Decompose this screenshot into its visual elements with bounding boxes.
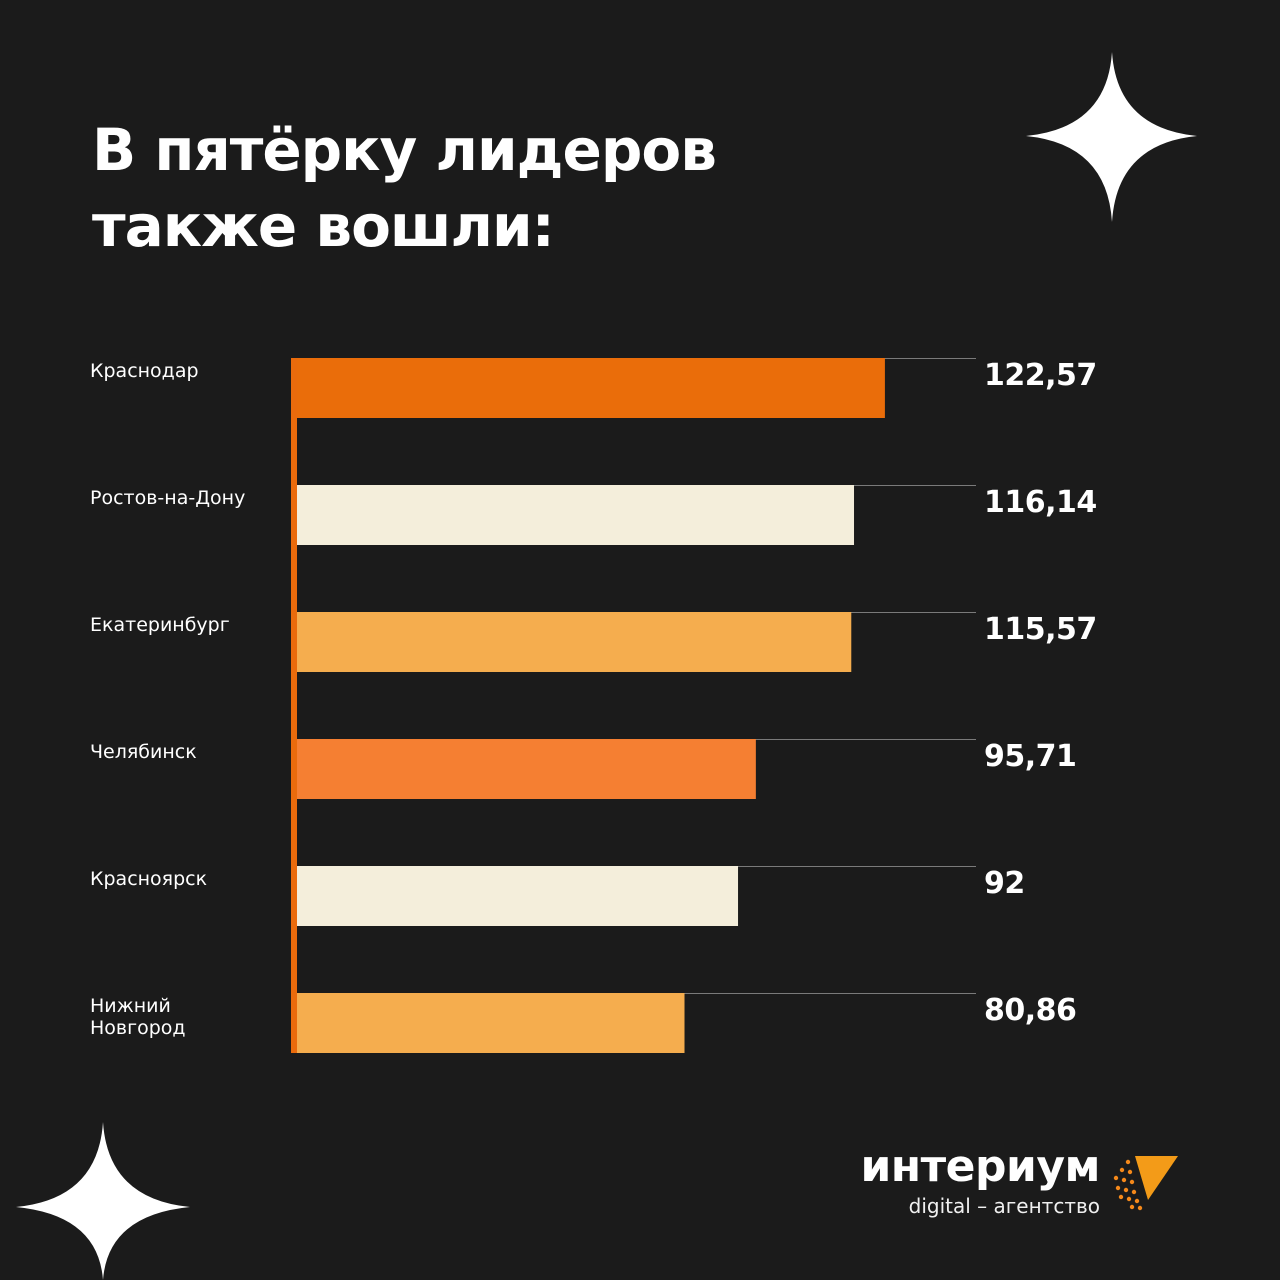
bar-6 <box>296 993 685 1053</box>
category-label-line: Краснодар <box>90 360 199 382</box>
category-label-line: Челябинск <box>90 741 197 763</box>
category-label: Ростов-на-Дону <box>90 487 245 509</box>
chart-title: В пятёрку лидеров также вошли: <box>92 112 717 264</box>
value-label: 80,86 <box>984 993 1076 1028</box>
bar-1 <box>296 358 885 418</box>
bar-5 <box>296 866 739 926</box>
bar-2 <box>296 485 855 545</box>
sparkle-bottom-left-icon <box>16 1122 190 1280</box>
bar-3 <box>296 612 852 672</box>
title-line-2: также вошли: <box>92 192 555 260</box>
category-label: Красноярск <box>90 868 207 890</box>
category-label: Нижний Новгород <box>90 995 186 1039</box>
category-label-line: Нижний <box>90 995 171 1017</box>
axis-baseline <box>291 358 297 1053</box>
brand-name: интериум <box>860 1141 1100 1192</box>
category-label: Краснодар <box>90 360 199 382</box>
value-label: 115,57 <box>984 612 1097 647</box>
category-label-line: Екатеринбург <box>90 614 230 636</box>
value-label: 92 <box>984 866 1025 901</box>
title-line-1: В пятёрку лидеров <box>92 116 717 184</box>
bar-4 <box>296 739 756 799</box>
category-label-line: Красноярск <box>90 868 207 890</box>
category-label-line: Ростов-на-Дону <box>90 487 245 509</box>
value-label: 122,57 <box>984 358 1097 393</box>
value-label: 95,71 <box>984 739 1076 774</box>
category-label: Челябинск <box>90 741 197 763</box>
category-label-line: Новгород <box>90 1017 186 1039</box>
value-label: 116,14 <box>984 485 1097 520</box>
brand-block: интериум digital – агентство <box>860 1141 1100 1219</box>
triangle-dots-logo-icon <box>1113 1156 1178 1211</box>
category-label: Екатеринбург <box>90 614 230 636</box>
sparkle-top-right-icon <box>1026 52 1197 222</box>
brand-tagline: digital – агентство <box>908 1194 1100 1218</box>
